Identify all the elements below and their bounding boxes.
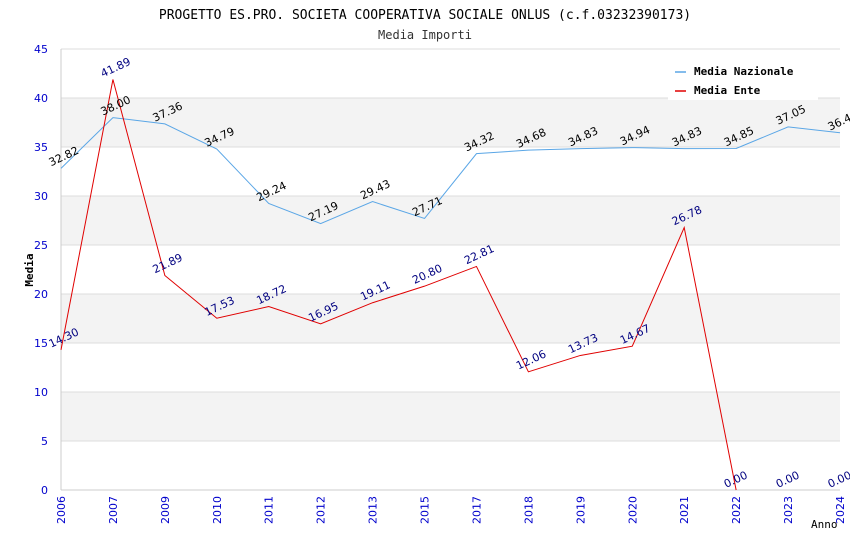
grid-band (61, 294, 840, 343)
series-line-ente (60, 79, 737, 491)
y-tick-label: 30 (34, 190, 48, 203)
y-tick-label: 25 (34, 239, 48, 252)
y-tick-label: 5 (41, 435, 48, 448)
y-axis-label: Media (23, 253, 36, 286)
legend-label-ente: Media Ente (694, 84, 761, 97)
data-label-ente: 21.89 (151, 251, 185, 276)
x-tick-label: 2023 (782, 496, 795, 524)
y-tick-label: 45 (34, 43, 48, 56)
x-tick-label: 2018 (522, 496, 535, 524)
grid-band (61, 392, 840, 441)
x-tick-label: 2009 (159, 496, 172, 524)
data-label-ente: 12.06 (514, 347, 548, 372)
y-tick-label: 15 (34, 337, 48, 350)
data-label-ente: 41.89 (99, 55, 133, 80)
y-tick-label: 10 (34, 386, 48, 399)
x-tick-label: 2019 (574, 496, 587, 524)
x-tick-label: 2013 (367, 496, 380, 524)
legend-label-nazionale: Media Nazionale (694, 65, 794, 78)
x-tick-label: 2007 (107, 496, 120, 524)
data-label-ente: 0.00 (774, 469, 802, 491)
chart-subtitle: Media Importi (378, 28, 472, 42)
y-tick-label: 20 (34, 288, 48, 301)
data-label-ente: 22.81 (462, 242, 496, 267)
chart-title: PROGETTO ES.PRO. SOCIETA COOPERATIVA SOC… (159, 8, 691, 23)
plot-area: 0 5 10 15 20 25 30 35 40 45 2006 2007 2009 2010 2011 20… (34, 43, 850, 524)
x-axis-label: Anno (811, 518, 838, 531)
x-tick-label: 2022 (730, 496, 743, 524)
x-tick-label: 2011 (263, 496, 276, 524)
y-tick-label: 35 (34, 141, 48, 154)
x-tick-label: 2006 (55, 496, 68, 524)
x-tick-label: 2010 (211, 496, 224, 524)
x-tick-label: 2015 (419, 496, 432, 524)
x-tick-label: 2012 (315, 496, 328, 524)
legend-box (668, 58, 818, 100)
data-label-ente: 20.80 (410, 262, 444, 287)
legend: Media Nazionale Media Ente (668, 58, 818, 100)
grid-band (61, 98, 840, 147)
series-line-nazionale (60, 117, 841, 225)
y-tick-label: 40 (34, 92, 48, 105)
data-label-ente: 0.00 (826, 469, 850, 491)
x-tick-label: 2021 (678, 496, 691, 524)
x-tick-label: 2017 (470, 496, 483, 524)
x-tick-label: 2024 (834, 496, 847, 524)
grid-band (61, 196, 840, 245)
y-tick-label: 0 (41, 484, 48, 497)
x-tick-label: 2020 (626, 496, 639, 524)
